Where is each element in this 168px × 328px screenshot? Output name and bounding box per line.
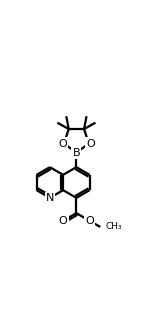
Text: O: O: [85, 216, 94, 226]
Text: B: B: [73, 148, 80, 157]
Text: O: O: [59, 216, 68, 226]
Text: O: O: [86, 139, 95, 149]
Text: N: N: [46, 193, 54, 203]
Text: O: O: [58, 139, 67, 149]
Text: CH₃: CH₃: [105, 222, 122, 232]
